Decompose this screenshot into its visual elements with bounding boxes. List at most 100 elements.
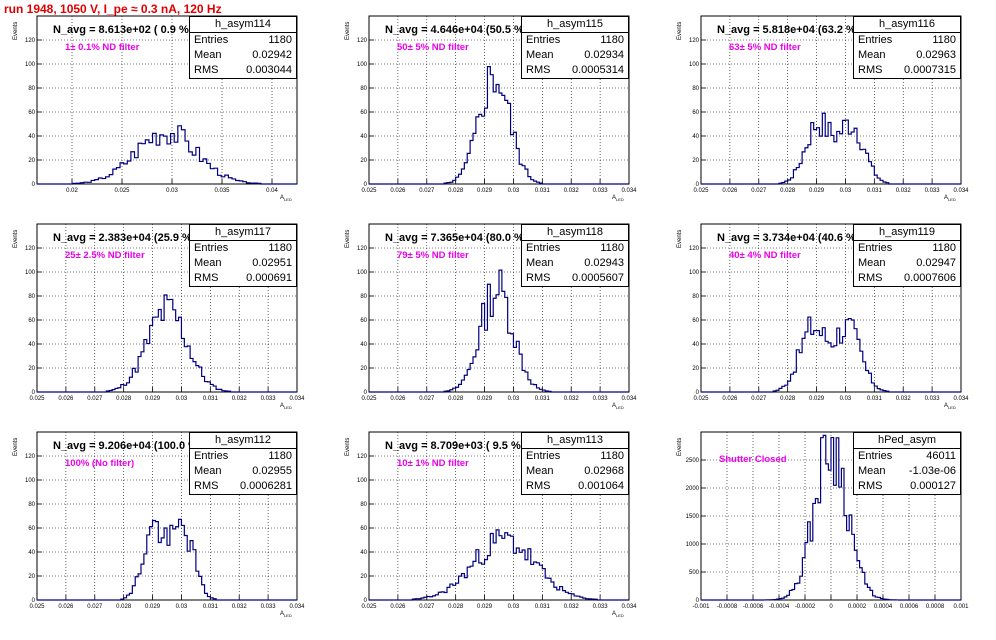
y-tick-label: 20 bbox=[692, 366, 699, 372]
x-tick-label: 0.033 bbox=[261, 604, 277, 610]
y-tick-label: 20 bbox=[28, 366, 35, 372]
plot-frame bbox=[368, 431, 630, 601]
y-tick-label: 40 bbox=[28, 342, 35, 348]
x-axis-label: ALED bbox=[612, 403, 624, 410]
x-tick-label: 0.027 bbox=[419, 396, 435, 402]
y-tick-label: 80 bbox=[28, 86, 35, 92]
y-tick-label: 80 bbox=[360, 86, 367, 92]
stats-key: Entries bbox=[526, 242, 561, 254]
filter-label: 79± 5% ND filter bbox=[397, 250, 469, 261]
stats-key: RMS bbox=[194, 64, 219, 76]
y-axis-label: Events bbox=[13, 437, 19, 456]
stats-box: h_asym117 Entries 1180 Mean 0.02951 RMS 0.0006… bbox=[189, 224, 297, 287]
stats-key: Mean bbox=[858, 257, 886, 269]
stats-key: Mean bbox=[194, 257, 222, 269]
n-avg-label: N_avg = 8.613e+02 ( 0.9 %) bbox=[53, 24, 193, 36]
x-tick-label: 0.033 bbox=[593, 604, 609, 610]
x-tick-label: 0.03 bbox=[166, 188, 178, 194]
x-tick-label: 0.025 bbox=[693, 396, 709, 402]
n-avg-label: N_avg = 2.383e+04 (25.9 %) bbox=[53, 232, 196, 244]
x-tick-label: 0.0008 bbox=[926, 604, 945, 610]
y-axis-label: Events bbox=[677, 21, 683, 40]
y-axis-label: Events bbox=[677, 437, 683, 456]
x-tick-label: 0.032 bbox=[564, 396, 580, 402]
stats-value: 1180 bbox=[268, 34, 292, 46]
y-tick-label: 100 bbox=[25, 478, 36, 484]
histogram-pad-h_asym112: 0.025 0.026 0.027 0.028 0.029 0.03 0.031 0.032 0… bbox=[0, 431, 332, 640]
stats-value: 0.000127 bbox=[910, 480, 956, 492]
stats-row-rms: RMS 0.000691 bbox=[190, 271, 296, 286]
y-tick-label: 0 bbox=[696, 182, 700, 188]
x-axis-label-sub: LED bbox=[616, 197, 624, 203]
y-tick-label: 60 bbox=[360, 526, 367, 532]
stats-row-rms: RMS 0.0006281 bbox=[190, 479, 296, 494]
stats-value: 1180 bbox=[268, 450, 292, 462]
y-tick-label: 80 bbox=[28, 502, 35, 508]
stats-value: 0.001064 bbox=[578, 480, 624, 492]
stats-row-entries: Entries 1180 bbox=[522, 449, 628, 464]
x-tick-label: 0.033 bbox=[925, 396, 941, 402]
stats-box: h_asym119 Entries 1180 Mean 0.02947 RMS 0.0007… bbox=[853, 224, 961, 287]
stats-row-rms: RMS 0.001064 bbox=[522, 479, 628, 494]
stats-row-mean: Mean -1.03e-06 bbox=[854, 464, 960, 479]
stats-box: h_asym115 Entries 1180 Mean 0.02934 RMS 0.0005… bbox=[521, 16, 629, 79]
x-tick-label: -0.0004 bbox=[769, 604, 790, 610]
histogram-line-h_asym115 bbox=[369, 65, 629, 185]
x-tick-label: 0.028 bbox=[116, 604, 132, 610]
x-tick-label: 0.0004 bbox=[874, 604, 893, 610]
histogram-pad-h_asym116: 0.025 0.026 0.027 0.028 0.029 0.03 0.031 0.032 0… bbox=[664, 15, 996, 224]
stats-value: 0.0005607 bbox=[572, 272, 624, 284]
stats-key: Mean bbox=[858, 49, 886, 61]
x-axis-label-sub: LED bbox=[948, 197, 956, 203]
y-tick-label: 100 bbox=[25, 270, 36, 276]
n-avg-label: N_avg = 8.709e+03 ( 9.5 %) bbox=[385, 440, 525, 452]
y-tick-label: 0 bbox=[32, 390, 36, 396]
stats-key: Mean bbox=[194, 465, 222, 477]
y-tick-label: 40 bbox=[360, 342, 367, 348]
y-tick-label: 0 bbox=[32, 182, 36, 188]
stats-row-mean: Mean 0.02934 bbox=[522, 48, 628, 63]
stats-key: Entries bbox=[526, 34, 561, 46]
x-tick-label: 0.028 bbox=[780, 396, 796, 402]
y-tick-label: 20 bbox=[692, 158, 699, 164]
y-tick-label: 0 bbox=[696, 598, 700, 604]
x-tick-label: 0.035 bbox=[214, 188, 230, 194]
stats-value: 46011 bbox=[926, 450, 956, 462]
x-tick-label: 0.026 bbox=[722, 188, 738, 194]
x-tick-label: 0.028 bbox=[448, 396, 464, 402]
stats-key: RMS bbox=[526, 480, 551, 492]
x-tick-label: 0.028 bbox=[116, 396, 132, 402]
stats-row-rms: RMS 0.0007315 bbox=[854, 63, 960, 78]
stats-row-entries: Entries 1180 bbox=[522, 33, 628, 48]
stats-value: 0.0007606 bbox=[904, 272, 956, 284]
stats-key: RMS bbox=[858, 272, 883, 284]
x-tick-label: 0.025 bbox=[29, 396, 45, 402]
y-axis-label: Events bbox=[345, 21, 351, 40]
stats-row-entries: Entries 46011 bbox=[854, 449, 960, 464]
stats-row-rms: RMS 0.000127 bbox=[854, 479, 960, 494]
y-tick-label: 20 bbox=[360, 366, 367, 372]
x-axis-label-text: A bbox=[612, 195, 617, 201]
x-tick-label: -0.0006 bbox=[743, 604, 764, 610]
y-tick-label: 100 bbox=[689, 62, 700, 68]
x-tick-label: 0.028 bbox=[780, 188, 796, 194]
y-tick-label: 100 bbox=[357, 270, 368, 276]
stats-value: 0.02968 bbox=[584, 465, 624, 477]
stats-row-rms: RMS 0.0005314 bbox=[522, 63, 628, 78]
x-tick-label: 0.032 bbox=[896, 188, 912, 194]
x-tick-label: 0.025 bbox=[361, 396, 377, 402]
stats-value: 0.02955 bbox=[252, 465, 292, 477]
x-tick-label: 0.03 bbox=[176, 396, 188, 402]
stats-row-entries: Entries 1180 bbox=[522, 241, 628, 256]
plot-frame bbox=[36, 431, 298, 601]
y-tick-label: 20 bbox=[28, 158, 35, 164]
histogram-line-hPed_asym bbox=[701, 434, 961, 601]
stats-row-rms: RMS 0.0007606 bbox=[854, 271, 960, 286]
plot-frame bbox=[36, 223, 298, 393]
x-tick-label: 0.034 bbox=[621, 188, 637, 194]
x-axis-label-text: A bbox=[612, 611, 617, 617]
x-axis-label-sub: LED bbox=[284, 405, 292, 411]
stats-box-title: h_asym112 bbox=[190, 433, 296, 449]
stats-row-rms: RMS 0.0005607 bbox=[522, 271, 628, 286]
x-tick-label: 0.031 bbox=[535, 604, 551, 610]
